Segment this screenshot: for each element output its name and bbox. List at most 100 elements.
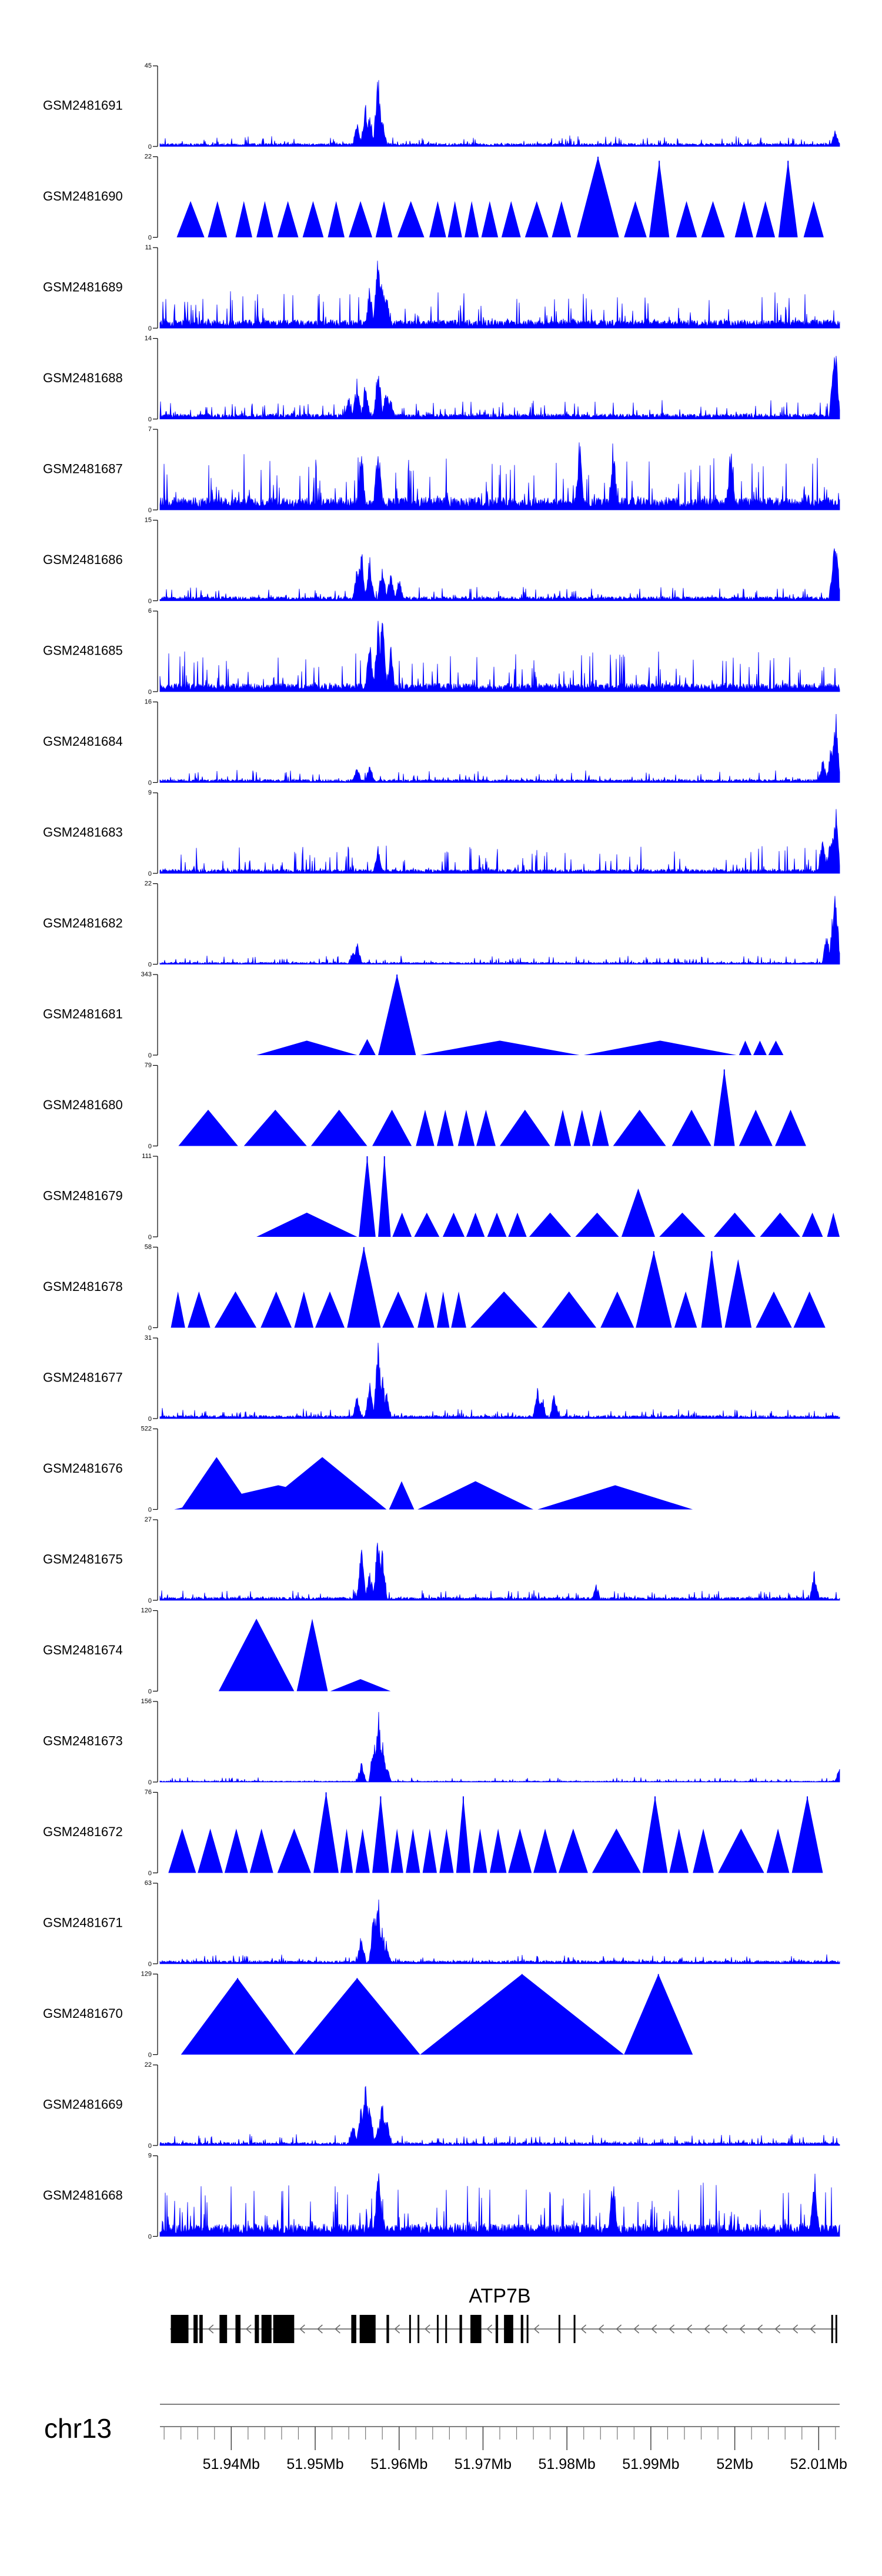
coverage-triangle	[766, 1828, 790, 1873]
coverage-triangle	[224, 1828, 248, 1873]
coverage-area	[159, 1899, 840, 1964]
coverage-area	[159, 2173, 840, 2237]
y-tick-label-max: 9	[148, 789, 152, 796]
exon-block	[495, 2315, 499, 2343]
exon-block	[831, 2315, 833, 2343]
coverage-triangle	[315, 1291, 345, 1328]
track-GSM2481673: GSM2481673 156 0	[43, 1698, 840, 1786]
coverage-triangle	[693, 1828, 714, 1873]
coverage-triangle	[465, 201, 479, 238]
coverage-triangle	[793, 1291, 826, 1328]
exon-block	[261, 2315, 272, 2343]
strand-chevron	[721, 2324, 728, 2334]
axis-tick-label: 51.97Mb	[455, 2456, 512, 2472]
coverage-triangle	[473, 1828, 487, 1873]
y-tick-label-max: 76	[145, 1789, 152, 1796]
y-tick-label-zero: 0	[148, 1961, 152, 1968]
coverage-triangle	[701, 201, 725, 238]
exon-block	[409, 2315, 411, 2343]
coverage-area	[159, 896, 840, 965]
track-GSM2481676: GSM2481676 522 0	[43, 1426, 693, 1514]
y-tick-label-max: 79	[145, 1062, 152, 1069]
strand-chevron	[704, 2324, 710, 2334]
coverage-triangle	[218, 1619, 295, 1691]
y-tick-label-max: 6	[148, 608, 152, 615]
y-tick-label-zero: 0	[148, 1779, 152, 1786]
track-label: GSM2481669	[43, 2097, 123, 2111]
y-tick-label-max: 58	[145, 1244, 152, 1251]
coverage-triangle	[613, 1109, 666, 1146]
coverage-triangle	[671, 1109, 711, 1146]
coverage-triangle	[249, 1828, 273, 1873]
coverage-area	[159, 2086, 840, 2146]
coverage-triangle	[753, 1040, 767, 1055]
y-tick-label-max: 45	[145, 62, 152, 69]
coverage-triangle	[542, 1291, 597, 1328]
y-tick-label-max: 129	[141, 1971, 152, 1978]
coverage-triangle	[476, 1109, 496, 1146]
coverage-triangle	[417, 1291, 435, 1328]
coverage-triangle	[718, 1828, 764, 1873]
strand-chevron	[651, 2324, 657, 2334]
coverage-area	[159, 620, 840, 692]
y-tick-label-zero: 0	[148, 1507, 152, 1514]
track-label: GSM2481684	[43, 734, 123, 749]
coverage-triangle	[235, 201, 252, 238]
coverage-triangle	[669, 1828, 689, 1873]
coverage-triangle	[801, 1212, 823, 1237]
coverage-triangle	[552, 201, 572, 238]
coverage-area	[159, 442, 840, 510]
y-tick-label-max: 16	[145, 699, 152, 706]
track-GSM2481685: GSM2481685 6 0	[43, 608, 840, 696]
y-tick-label-zero: 0	[148, 2052, 152, 2059]
exon-block	[445, 2315, 447, 2343]
coverage-area	[159, 1543, 840, 1601]
y-tick-label-max: 11	[145, 244, 152, 251]
y-tick-label-max: 7	[148, 426, 152, 433]
track-label: GSM2481686	[43, 552, 123, 567]
track-GSM2481671: GSM2481671 63 0	[43, 1880, 840, 1968]
y-tick-label-zero: 0	[148, 416, 152, 423]
coverage-triangle	[533, 1828, 557, 1873]
coverage-triangle	[592, 1109, 609, 1146]
coverage-triangle	[355, 1828, 370, 1873]
track-GSM2481689: GSM2481689 11 0	[43, 244, 840, 332]
y-tick-label-zero: 0	[148, 507, 152, 514]
coverage-triangle	[181, 1457, 252, 1510]
coverage-triangle	[756, 201, 776, 238]
exon-block	[526, 2315, 529, 2343]
strand-chevron	[774, 2324, 781, 2334]
y-tick-label-max: 15	[145, 517, 152, 524]
y-tick-label-max: 9	[148, 2153, 152, 2160]
strand-chevron	[317, 2324, 323, 2334]
gene-name-label: ATP7B	[469, 2285, 530, 2307]
y-tick-label-zero: 0	[148, 1234, 152, 1241]
exon-block	[520, 2315, 523, 2343]
y-tick-label-max: 14	[145, 335, 152, 342]
coverage-triangle	[487, 1212, 507, 1237]
track-GSM2481690: GSM2481690 22 0	[43, 154, 824, 242]
coverage-triangle	[457, 1109, 475, 1146]
track-label: GSM2481676	[43, 1461, 123, 1476]
y-tick-label-zero: 0	[148, 1052, 152, 1059]
genome-axis: chr13 51.94Mb 51.95Mb 51.96Mb 51.97Mb 51.98M…	[44, 2404, 847, 2472]
coverage-triangle	[416, 1109, 435, 1146]
strand-chevron	[616, 2324, 622, 2334]
y-tick-label-max: 156	[141, 1698, 152, 1705]
coverage-triangle	[414, 1212, 440, 1237]
exon-block	[359, 2315, 376, 2343]
coverage-triangle	[372, 1109, 412, 1146]
coverage-triangle	[277, 201, 299, 238]
track-GSM2481675: GSM2481675 27 0	[43, 1516, 840, 1604]
coverage-triangle	[198, 1828, 223, 1873]
track-label: GSM2481672	[43, 1824, 123, 1839]
coverage-triangle	[420, 1040, 580, 1055]
coverage-triangle	[382, 1291, 415, 1328]
exon-block	[235, 2315, 241, 2343]
coverage-triangle	[451, 1291, 466, 1328]
coverage-triangle	[583, 1040, 737, 1055]
track-GSM2481681: GSM2481681 343 0	[43, 971, 784, 1059]
track-label: GSM2481691	[43, 98, 123, 112]
coverage-triangle	[340, 1828, 353, 1873]
